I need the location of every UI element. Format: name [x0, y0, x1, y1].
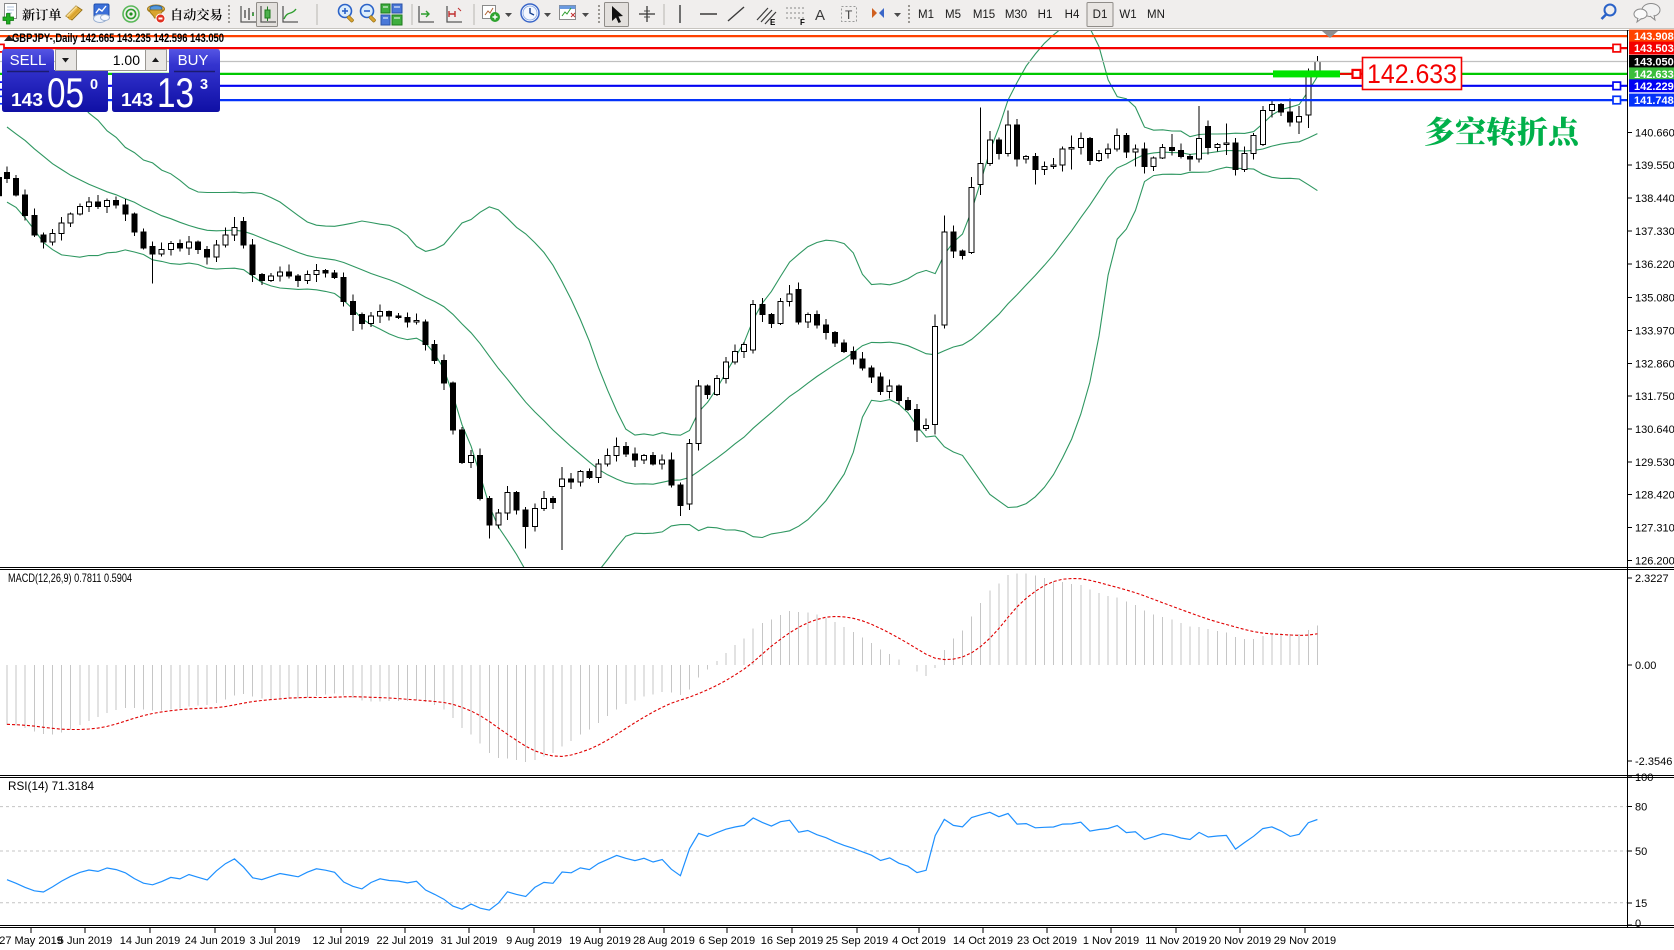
svg-text:0.00: 0.00 — [1635, 660, 1656, 672]
svg-text:24 Jun 2019: 24 Jun 2019 — [185, 935, 246, 947]
svg-text:126.200: 126.200 — [1635, 556, 1674, 568]
svg-text:142.633: 142.633 — [1367, 59, 1457, 89]
svg-text:SELL: SELL — [10, 52, 47, 69]
svg-text:131.750: 131.750 — [1635, 391, 1674, 403]
svg-text:14 Jun 2019: 14 Jun 2019 — [120, 935, 181, 947]
svg-text:143: 143 — [121, 90, 153, 110]
svg-text:4 Oct 2019: 4 Oct 2019 — [892, 935, 946, 947]
svg-text:23 Oct 2019: 23 Oct 2019 — [1017, 935, 1077, 947]
svg-text:19 Aug 2019: 19 Aug 2019 — [569, 935, 631, 947]
svg-text:E: E — [770, 18, 776, 27]
svg-text:M5: M5 — [945, 9, 961, 21]
svg-text:2.3227: 2.3227 — [1635, 573, 1669, 585]
svg-text:6 Sep 2019: 6 Sep 2019 — [699, 935, 755, 947]
svg-text:137.330: 137.330 — [1635, 226, 1674, 238]
svg-text:H1: H1 — [1038, 9, 1053, 21]
svg-text:128.420: 128.420 — [1635, 490, 1674, 502]
svg-text:1 Nov 2019: 1 Nov 2019 — [1083, 935, 1139, 947]
svg-text:T: T — [845, 8, 853, 22]
svg-text:15: 15 — [1635, 898, 1647, 910]
svg-text:05: 05 — [47, 69, 84, 116]
svg-text:141.748: 141.748 — [1634, 95, 1674, 107]
svg-text:MACD(12,26,9) 0.7811 0.5904: MACD(12,26,9) 0.7811 0.5904 — [8, 571, 132, 585]
svg-text:H4: H4 — [1065, 9, 1080, 21]
svg-text:5 Jun 2019: 5 Jun 2019 — [58, 935, 112, 947]
svg-text:1.00: 1.00 — [113, 52, 140, 68]
svg-text:143.503: 143.503 — [1634, 43, 1674, 55]
svg-text:D1: D1 — [1093, 9, 1108, 21]
svg-text:31 Jul 2019: 31 Jul 2019 — [441, 935, 498, 947]
svg-text:0: 0 — [1635, 918, 1641, 930]
svg-text:100: 100 — [1635, 772, 1653, 784]
svg-text:9 Aug 2019: 9 Aug 2019 — [506, 935, 562, 947]
svg-text:138.440: 138.440 — [1635, 193, 1674, 205]
svg-text:BUY: BUY — [178, 52, 209, 69]
svg-text:13: 13 — [157, 69, 194, 116]
svg-text:142.229: 142.229 — [1634, 81, 1674, 93]
svg-text:29 Nov 2019: 29 Nov 2019 — [1274, 935, 1336, 947]
svg-text:16 Sep 2019: 16 Sep 2019 — [761, 935, 823, 947]
svg-text:140.660: 140.660 — [1635, 127, 1674, 139]
svg-text:143.908: 143.908 — [1634, 31, 1674, 43]
svg-text:14 Oct 2019: 14 Oct 2019 — [953, 935, 1013, 947]
svg-text:28 Aug 2019: 28 Aug 2019 — [633, 935, 695, 947]
svg-text:50: 50 — [1635, 846, 1647, 858]
svg-text:M30: M30 — [1005, 9, 1027, 21]
svg-text:133.970: 133.970 — [1635, 325, 1674, 337]
svg-text:W1: W1 — [1119, 9, 1136, 21]
svg-text:12 Jul 2019: 12 Jul 2019 — [313, 935, 370, 947]
svg-text:3: 3 — [200, 77, 208, 93]
svg-text:20 Nov 2019: 20 Nov 2019 — [1209, 935, 1271, 947]
svg-text:22 Jul 2019: 22 Jul 2019 — [377, 935, 434, 947]
svg-text:80: 80 — [1635, 802, 1647, 814]
svg-text:139.550: 139.550 — [1635, 160, 1674, 172]
svg-text:-2.3546: -2.3546 — [1635, 756, 1672, 768]
svg-text:M1: M1 — [918, 9, 934, 21]
svg-text:0: 0 — [90, 77, 98, 93]
svg-text:127.310: 127.310 — [1635, 523, 1674, 535]
svg-text:130.640: 130.640 — [1635, 424, 1674, 436]
svg-text:25 Sep 2019: 25 Sep 2019 — [826, 935, 888, 947]
svg-text:M15: M15 — [973, 9, 995, 21]
svg-text:142.633: 142.633 — [1634, 69, 1674, 81]
svg-text:129.530: 129.530 — [1635, 457, 1674, 469]
svg-text:GBPJPY-,Daily 142.665 143.235: GBPJPY-,Daily 142.665 143.235 142.596 14… — [12, 33, 224, 45]
svg-text:A: A — [815, 7, 825, 24]
svg-text:135.080: 135.080 — [1635, 293, 1674, 305]
svg-text:132.860: 132.860 — [1635, 358, 1674, 370]
svg-text:F: F — [800, 18, 805, 27]
svg-text:143: 143 — [11, 90, 43, 110]
svg-text:MN: MN — [1147, 9, 1165, 21]
svg-text:RSI(14) 71.3184: RSI(14) 71.3184 — [8, 779, 94, 793]
svg-text:27 May 2019: 27 May 2019 — [0, 935, 63, 947]
svg-text:136.220: 136.220 — [1635, 259, 1674, 271]
svg-text:143.050: 143.050 — [1634, 57, 1674, 69]
svg-text:11 Nov 2019: 11 Nov 2019 — [1145, 935, 1207, 947]
svg-text:3 Jul 2019: 3 Jul 2019 — [250, 935, 301, 947]
